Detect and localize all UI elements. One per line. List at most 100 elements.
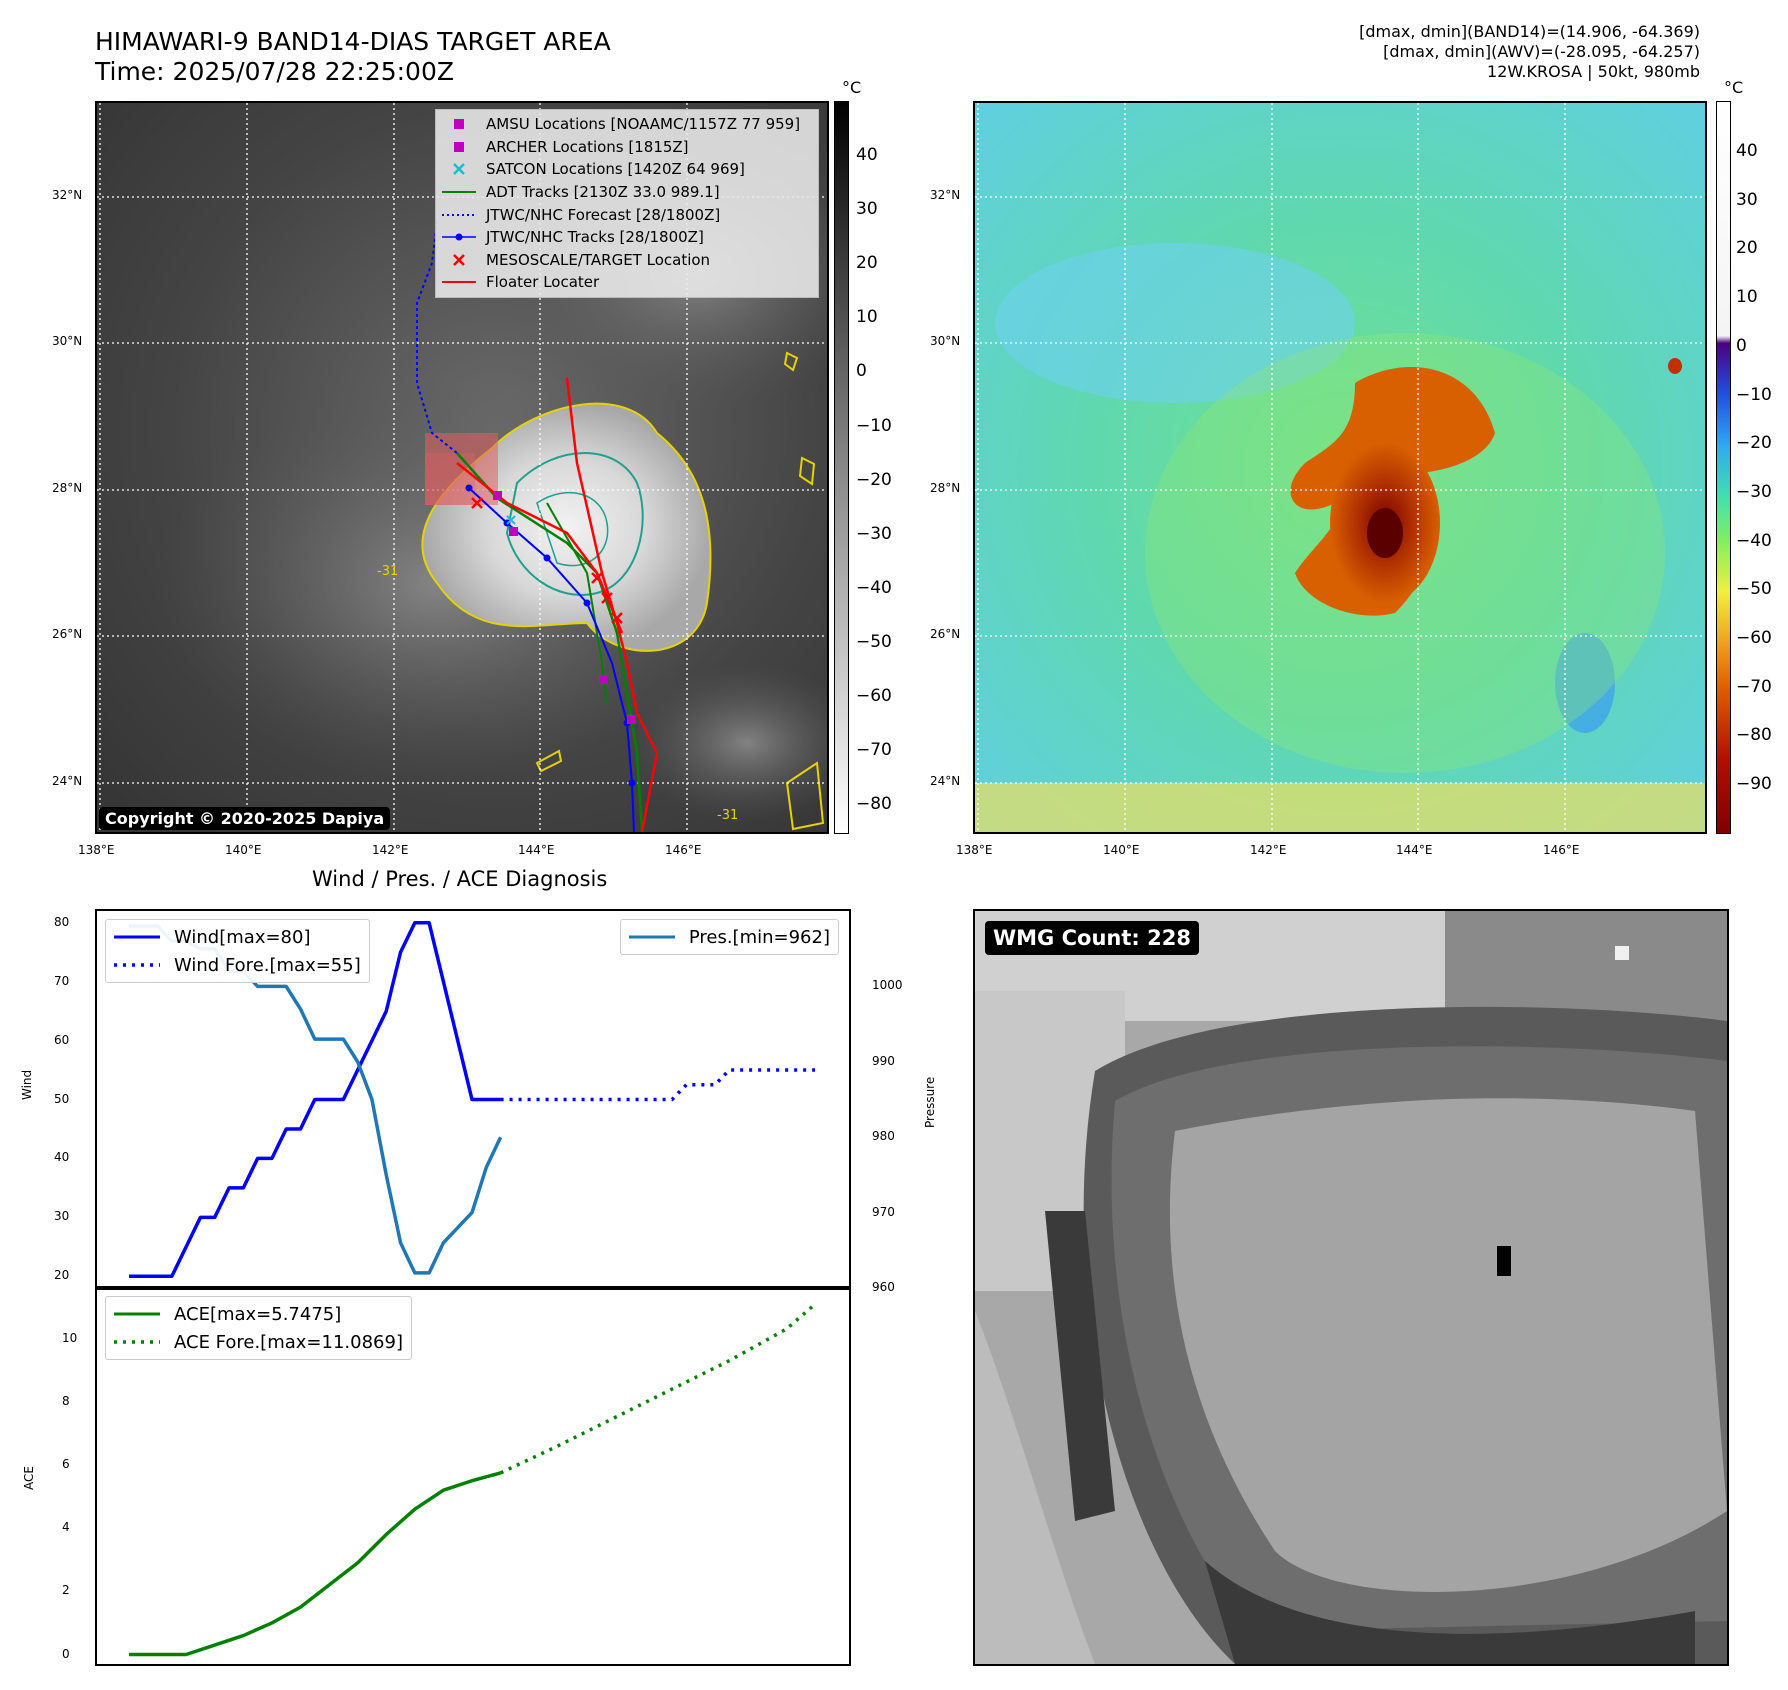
wind-tick: 70 bbox=[54, 973, 70, 988]
pressure-legend: Pres.[min=962] bbox=[619, 919, 839, 955]
colorbar-tick: −20 bbox=[1736, 433, 1772, 454]
lon-label: 140°E bbox=[1103, 843, 1140, 857]
lat-label: 32°N bbox=[52, 188, 83, 202]
line-icon bbox=[114, 1312, 160, 1316]
legend-item: MESOSCALE/TARGET Location bbox=[442, 249, 812, 272]
lat-label: 24°N bbox=[52, 774, 83, 788]
ir-contour-inner bbox=[536, 491, 609, 567]
band14-range: [dmax, dmin](BAND14)=(14.906, -64.369) bbox=[1359, 22, 1700, 41]
square-icon bbox=[454, 119, 464, 130]
colorbar-tick: −40 bbox=[1736, 530, 1772, 551]
legend-item: AMSU Locations [NOAAMC/1157Z 77 959] bbox=[442, 113, 812, 136]
colorbar-tick: −60 bbox=[1736, 628, 1772, 648]
colorbar-tick: 30 bbox=[1736, 189, 1758, 210]
wind-axis-label: Wind bbox=[20, 1069, 34, 1100]
wmg-panel: WMG Count: 228 bbox=[973, 909, 1729, 1666]
line-icon bbox=[628, 935, 675, 939]
awv-colorbar bbox=[1716, 101, 1731, 834]
lat-label: 32°N bbox=[930, 188, 961, 202]
ir-contour-teal bbox=[505, 452, 644, 596]
dotted-line-icon bbox=[114, 963, 160, 967]
line-icon bbox=[442, 281, 476, 284]
wind-pressure-panel: Wind[max=80] Wind Fore.[max=55] Pres.[mi… bbox=[95, 909, 851, 1290]
lon-label: 140°E bbox=[225, 843, 262, 857]
colorbar-tick: −60 bbox=[856, 686, 892, 706]
contour-label-1: -31 bbox=[377, 564, 398, 579]
floater-locater-track bbox=[565, 377, 659, 832]
colorbar-tick: −40 bbox=[856, 577, 892, 598]
legend-item: Pres.[min=962] bbox=[628, 923, 830, 951]
colorbar-tick: 0 bbox=[1736, 335, 1747, 356]
colorbar-tick: −80 bbox=[856, 794, 892, 815]
colorbar-tick: 20 bbox=[1736, 238, 1758, 259]
colorbar-tick: −10 bbox=[1736, 384, 1772, 405]
ir-colorbar bbox=[834, 101, 849, 834]
ace-tick: 10 bbox=[62, 1330, 78, 1345]
lat-label: 26°N bbox=[930, 627, 961, 641]
wind-legend: Wind[max=80] Wind Fore.[max=55] bbox=[105, 919, 370, 983]
x-icon bbox=[453, 253, 465, 266]
ace-tick: 6 bbox=[62, 1456, 70, 1471]
ace-series-line-0 bbox=[129, 1471, 502, 1657]
colorbar-tick: −70 bbox=[1736, 676, 1772, 697]
dotted-line-icon bbox=[114, 1340, 160, 1344]
awv-map-svg bbox=[975, 103, 1705, 832]
satcon-point bbox=[506, 515, 516, 525]
colorbar-tick: −30 bbox=[1736, 481, 1772, 502]
awv-colorbar-unit: °C bbox=[1724, 78, 1744, 97]
square-icon bbox=[454, 141, 464, 152]
dotted-line-icon bbox=[442, 213, 476, 216]
colorbar-tick: 20 bbox=[856, 253, 878, 274]
colorbar-tick: 40 bbox=[856, 145, 878, 165]
colorbar-tick: −70 bbox=[856, 740, 892, 761]
wind-tick: 40 bbox=[54, 1150, 70, 1165]
lat-label: 28°N bbox=[52, 481, 83, 495]
storm-info: 12W.KROSA | 50kt, 980mb bbox=[1487, 62, 1700, 81]
target-area-box bbox=[425, 433, 498, 505]
lon-label: 138°E bbox=[78, 843, 115, 857]
pressure-tick: 1000 bbox=[872, 978, 903, 993]
wmg-count-badge: WMG Count: 228 bbox=[985, 921, 1199, 955]
awv-map-panel bbox=[973, 101, 1707, 834]
lat-label: 26°N bbox=[52, 627, 83, 641]
series-line-0 bbox=[129, 921, 501, 1278]
colorbar-tick: −50 bbox=[1736, 579, 1772, 600]
lat-label: 30°N bbox=[930, 334, 961, 348]
ace-tick: 4 bbox=[62, 1520, 70, 1535]
jtwc-forecast-track bbox=[416, 220, 458, 454]
ace-plot bbox=[129, 1302, 817, 1657]
colorbar-tick: 0 bbox=[856, 361, 867, 382]
adt-track bbox=[456, 452, 644, 832]
mesoscale-target-markers bbox=[471, 497, 623, 624]
lat-label: 30°N bbox=[52, 334, 83, 348]
ir-colorbar-unit: °C bbox=[842, 78, 862, 97]
colorbar-tick: 10 bbox=[1736, 287, 1758, 308]
legend-item: Wind[max=80] bbox=[114, 923, 361, 951]
wind-tick: 30 bbox=[54, 1209, 70, 1224]
pressure-tick: 960 bbox=[872, 1280, 895, 1294]
lat-label: 24°N bbox=[930, 774, 961, 788]
colorbar-tick: −10 bbox=[856, 415, 892, 436]
ace-tick: 0 bbox=[62, 1646, 70, 1661]
wind-tick: 60 bbox=[54, 1032, 70, 1047]
colorbar-tick: −50 bbox=[856, 631, 892, 652]
ace-legend: ACE[max=5.7475] ACE Fore.[max=11.0869] bbox=[105, 1296, 412, 1360]
ace-tick: 2 bbox=[62, 1583, 70, 1598]
lon-label: 146°E bbox=[665, 843, 702, 857]
pressure-axis-label: Pressure bbox=[923, 1076, 937, 1128]
awv-range: [dmax, dmin](AWV)=(-28.095, -64.257) bbox=[1383, 42, 1700, 61]
ace-panel: ACE[max=5.7475] ACE Fore.[max=11.0869] bbox=[95, 1286, 851, 1666]
ace-series-line-1 bbox=[499, 1302, 817, 1475]
amsu-archer-points bbox=[493, 491, 636, 724]
legend-item: SATCON Locations [1420Z 64 969] bbox=[442, 158, 812, 181]
legend-item: ACE[max=5.7475] bbox=[114, 1300, 403, 1328]
ace-tick: 8 bbox=[62, 1393, 70, 1408]
legend-item: Floater Locater bbox=[442, 271, 812, 294]
ace-axis-label: ACE bbox=[22, 1466, 36, 1490]
map-legend: AMSU Locations [NOAAMC/1157Z 77 959] ARC… bbox=[435, 109, 819, 298]
legend-item: ARCHER Locations [1815Z] bbox=[442, 136, 812, 159]
lon-label: 142°E bbox=[1250, 843, 1287, 857]
line-dot-icon bbox=[442, 233, 476, 241]
contour-label-2: -31 bbox=[717, 808, 738, 823]
lat-label: 28°N bbox=[930, 481, 961, 495]
